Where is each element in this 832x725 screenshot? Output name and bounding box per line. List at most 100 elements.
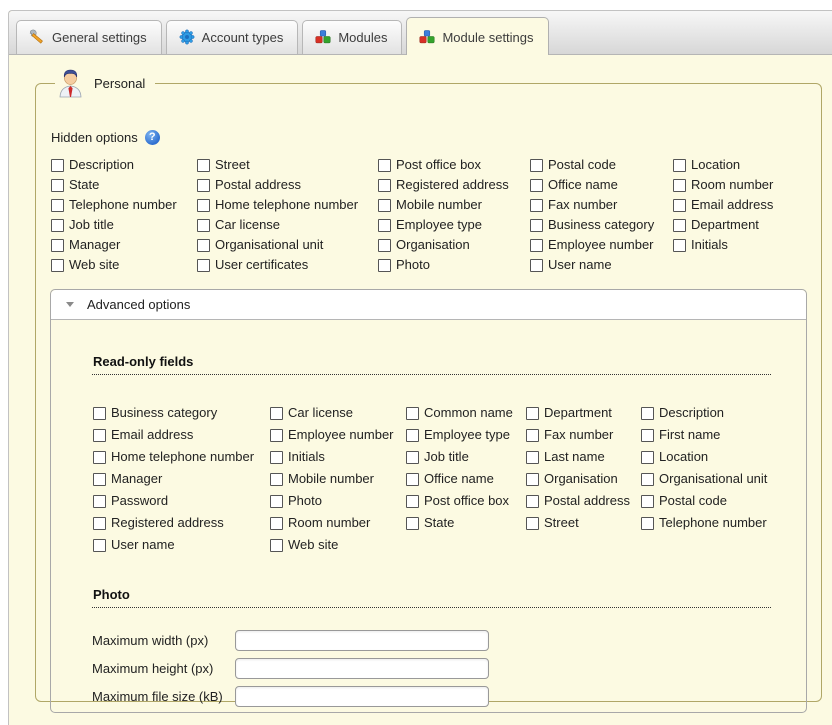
- checkbox[interactable]: [378, 258, 391, 272]
- max-file-size-input[interactable]: [235, 686, 489, 707]
- checkbox-option[interactable]: Photo: [378, 255, 530, 275]
- checkbox-option[interactable]: Post office box: [378, 155, 530, 175]
- checkbox-option[interactable]: Email address: [673, 195, 807, 215]
- checkbox[interactable]: [270, 538, 283, 552]
- checkbox[interactable]: [378, 178, 391, 192]
- checkbox[interactable]: [641, 450, 654, 464]
- checkbox-option[interactable]: Fax number: [526, 424, 641, 446]
- checkbox-option[interactable]: Organisation: [378, 235, 530, 255]
- checkbox-option[interactable]: Description: [641, 402, 771, 424]
- checkbox-option[interactable]: Mobile number: [270, 468, 406, 490]
- checkbox[interactable]: [406, 494, 419, 508]
- checkbox-option[interactable]: Department: [673, 215, 807, 235]
- max-height-input[interactable]: [235, 658, 489, 679]
- checkbox[interactable]: [378, 238, 391, 252]
- checkbox[interactable]: [530, 238, 543, 252]
- checkbox[interactable]: [378, 218, 391, 232]
- checkbox-option[interactable]: State: [406, 512, 526, 534]
- help-icon[interactable]: ?: [144, 130, 160, 145]
- checkbox-option[interactable]: Common name: [406, 402, 526, 424]
- tab-general-settings[interactable]: General settings: [16, 20, 162, 54]
- checkbox-option[interactable]: Photo: [270, 490, 406, 512]
- checkbox[interactable]: [197, 238, 210, 252]
- checkbox[interactable]: [641, 516, 654, 530]
- checkbox[interactable]: [406, 428, 419, 442]
- checkbox-option[interactable]: Location: [641, 446, 771, 468]
- checkbox-option[interactable]: Web site: [51, 255, 197, 275]
- checkbox[interactable]: [93, 538, 106, 552]
- checkbox-option[interactable]: Business category: [93, 402, 270, 424]
- checkbox-option[interactable]: Telephone number: [641, 512, 771, 534]
- max-width-input[interactable]: [235, 630, 489, 651]
- checkbox-option[interactable]: Manager: [93, 468, 270, 490]
- checkbox-option[interactable]: Room number: [673, 175, 807, 195]
- checkbox[interactable]: [526, 406, 539, 420]
- checkbox[interactable]: [530, 178, 543, 192]
- checkbox[interactable]: [526, 494, 539, 508]
- checkbox-option[interactable]: Telephone number: [51, 195, 197, 215]
- checkbox[interactable]: [526, 516, 539, 530]
- checkbox[interactable]: [197, 218, 210, 232]
- checkbox[interactable]: [270, 472, 283, 486]
- checkbox-option[interactable]: Job title: [51, 215, 197, 235]
- checkbox-option[interactable]: Employee number: [270, 424, 406, 446]
- tab-module-settings[interactable]: Module settings: [406, 17, 549, 55]
- checkbox[interactable]: [530, 158, 543, 172]
- checkbox[interactable]: [673, 198, 686, 212]
- checkbox-option[interactable]: Initials: [673, 235, 807, 255]
- checkbox[interactable]: [406, 450, 419, 464]
- checkbox-option[interactable]: Home telephone number: [93, 446, 270, 468]
- checkbox-option[interactable]: Password: [93, 490, 270, 512]
- checkbox-option[interactable]: Organisation: [526, 468, 641, 490]
- checkbox-option[interactable]: Employee number: [530, 235, 673, 255]
- checkbox-option[interactable]: Room number: [270, 512, 406, 534]
- checkbox[interactable]: [641, 472, 654, 486]
- checkbox[interactable]: [270, 450, 283, 464]
- checkbox-option[interactable]: Email address: [93, 424, 270, 446]
- checkbox[interactable]: [673, 218, 686, 232]
- checkbox-option[interactable]: Postal address: [526, 490, 641, 512]
- checkbox-option[interactable]: Organisational unit: [197, 235, 378, 255]
- checkbox[interactable]: [641, 406, 654, 420]
- checkbox[interactable]: [93, 494, 106, 508]
- checkbox[interactable]: [51, 238, 64, 252]
- checkbox[interactable]: [406, 472, 419, 486]
- checkbox-option[interactable]: Web site: [270, 534, 406, 556]
- checkbox[interactable]: [197, 258, 210, 272]
- checkbox-option[interactable]: Manager: [51, 235, 197, 255]
- checkbox[interactable]: [406, 516, 419, 530]
- checkbox-option[interactable]: First name: [641, 424, 771, 446]
- tab-account-types[interactable]: Account types: [165, 20, 299, 54]
- checkbox[interactable]: [378, 198, 391, 212]
- checkbox-option[interactable]: User name: [93, 534, 270, 556]
- checkbox-option[interactable]: Registered address: [93, 512, 270, 534]
- checkbox-option[interactable]: Office name: [530, 175, 673, 195]
- checkbox[interactable]: [530, 258, 543, 272]
- checkbox-option[interactable]: Fax number: [530, 195, 673, 215]
- checkbox[interactable]: [641, 494, 654, 508]
- checkbox-option[interactable]: Street: [197, 155, 378, 175]
- checkbox[interactable]: [51, 158, 64, 172]
- checkbox-option[interactable]: Job title: [406, 446, 526, 468]
- checkbox[interactable]: [93, 450, 106, 464]
- checkbox[interactable]: [530, 198, 543, 212]
- checkbox[interactable]: [51, 218, 64, 232]
- checkbox-option[interactable]: Business category: [530, 215, 673, 235]
- checkbox-option[interactable]: Office name: [406, 468, 526, 490]
- checkbox[interactable]: [530, 218, 543, 232]
- advanced-options-header[interactable]: Advanced options: [51, 290, 806, 320]
- checkbox[interactable]: [270, 494, 283, 508]
- checkbox[interactable]: [197, 178, 210, 192]
- checkbox-option[interactable]: Employee type: [378, 215, 530, 235]
- checkbox-option[interactable]: User name: [530, 255, 673, 275]
- checkbox-option[interactable]: Home telephone number: [197, 195, 378, 215]
- checkbox[interactable]: [197, 198, 210, 212]
- checkbox-option[interactable]: Postal code: [641, 490, 771, 512]
- checkbox-option[interactable]: State: [51, 175, 197, 195]
- checkbox[interactable]: [378, 158, 391, 172]
- checkbox-option[interactable]: Postal address: [197, 175, 378, 195]
- checkbox[interactable]: [93, 428, 106, 442]
- checkbox[interactable]: [641, 428, 654, 442]
- checkbox[interactable]: [526, 450, 539, 464]
- checkbox-option[interactable]: Initials: [270, 446, 406, 468]
